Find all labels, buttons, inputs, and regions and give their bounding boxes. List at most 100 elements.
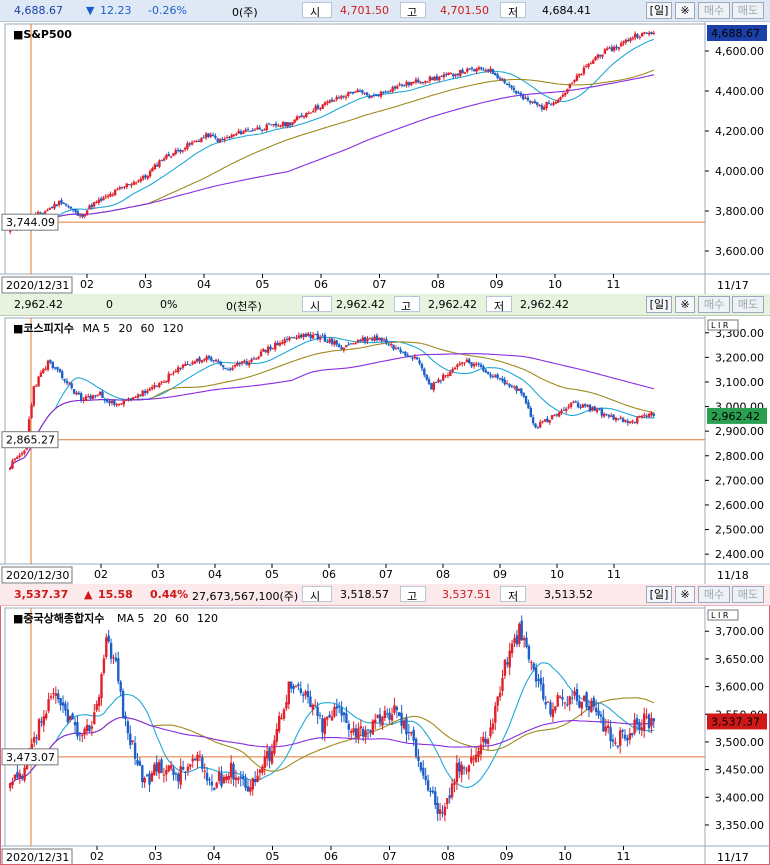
candle-body xyxy=(287,681,290,705)
ma20-line xyxy=(9,38,654,231)
period-daily-button[interactable]: [일] xyxy=(646,2,672,19)
candle-body xyxy=(374,719,377,724)
candle-body xyxy=(55,204,58,206)
candle-body xyxy=(498,692,502,698)
end-date-label: 11/18 xyxy=(717,569,749,582)
candle-body xyxy=(132,182,135,185)
sell-button[interactable]: 매도 xyxy=(732,296,764,313)
quote-header: 2,962.42 0 0% 0(천주) 시 2,962.42 고 2,962.4… xyxy=(0,294,770,316)
candle-body xyxy=(11,460,14,469)
lir-toggle[interactable] xyxy=(707,319,739,331)
x-tick-label: 06 xyxy=(324,850,338,863)
candle-body xyxy=(9,230,12,232)
candle-body xyxy=(650,32,653,34)
candle-body xyxy=(648,32,651,35)
candle-body xyxy=(167,373,170,382)
candle-body xyxy=(212,360,215,362)
candle-body xyxy=(609,727,612,742)
candle-body xyxy=(244,129,247,132)
candle-body xyxy=(590,700,593,713)
candle-body xyxy=(536,102,539,105)
candle-body xyxy=(517,92,520,94)
candle-body xyxy=(351,92,355,94)
lir-toggle[interactable] xyxy=(707,609,739,621)
candle-body xyxy=(407,82,411,86)
candlestick-chart-sp500[interactable]: 4,600.00 4,400.00 4,200.00 4,000.00 3,800.00… xyxy=(0,22,770,294)
candle-body xyxy=(46,209,49,211)
candle-body xyxy=(503,379,506,385)
sell-button[interactable]: 매도 xyxy=(732,586,764,603)
candle-body xyxy=(599,55,602,57)
candle-body xyxy=(472,758,475,760)
candle-body xyxy=(446,798,449,805)
candle-body xyxy=(153,385,156,388)
candle-body xyxy=(109,193,112,197)
low-label: 저 xyxy=(508,590,519,603)
candle-body xyxy=(515,635,519,645)
candle-body xyxy=(505,83,509,85)
candle-body xyxy=(148,388,151,391)
settings-icon[interactable]: ※ xyxy=(675,586,695,603)
candle-body xyxy=(508,84,511,86)
y-tick-label: 4,000.00 xyxy=(715,165,764,178)
candle-body xyxy=(413,356,416,359)
candle-body xyxy=(633,719,636,734)
candle-body xyxy=(359,339,362,342)
candle-body xyxy=(330,99,334,102)
candle-body xyxy=(274,342,277,350)
candle-body xyxy=(342,347,345,351)
candle-body xyxy=(487,69,490,72)
candlestick-chart-kospi[interactable]: 3,300.003,200.003,100.003,000.002,900.00… xyxy=(0,316,770,584)
candle-body xyxy=(624,419,627,422)
candle-body xyxy=(634,33,637,38)
candle-body xyxy=(9,783,12,789)
sell-button[interactable]: 매도 xyxy=(732,2,764,19)
candle-body xyxy=(297,335,301,339)
candle-body xyxy=(316,706,319,716)
open-label: 시 xyxy=(310,590,321,603)
candle-body xyxy=(251,130,254,131)
candle-body xyxy=(232,764,235,780)
settings-icon[interactable]: ※ xyxy=(675,296,695,313)
candle-body xyxy=(73,722,77,726)
candle-body xyxy=(643,32,646,34)
period-daily-button[interactable]: [일] xyxy=(646,586,672,603)
candle-body xyxy=(131,740,134,742)
settings-icon[interactable]: ※ xyxy=(675,2,695,19)
buy-button[interactable]: 매수 xyxy=(698,296,730,313)
candle-body xyxy=(619,417,622,419)
candle-body xyxy=(390,714,394,721)
candle-body xyxy=(233,364,237,367)
period-daily-button[interactable]: [일] xyxy=(646,296,672,313)
buy-button[interactable]: 매수 xyxy=(698,2,730,19)
candle-body xyxy=(165,770,168,775)
candle-body xyxy=(608,47,611,49)
candle-body xyxy=(518,623,521,644)
x-tick-label: 07 xyxy=(383,850,397,863)
candlestick-chart-shanghai[interactable]: 3,700.003,650.003,600.003,550.003,500.00… xyxy=(0,606,770,864)
candle-body xyxy=(321,335,324,337)
candle-body xyxy=(106,400,109,402)
candle-body xyxy=(569,403,573,407)
candle-body xyxy=(484,738,487,744)
candle-body xyxy=(222,777,226,784)
candle-body xyxy=(35,737,38,739)
candle-body xyxy=(125,183,128,188)
candle-body xyxy=(373,336,376,341)
candle-body xyxy=(335,706,338,709)
candle-body xyxy=(613,46,616,51)
x-tick-label: 05 xyxy=(256,278,270,291)
ma-legend-item: 20 xyxy=(153,612,167,625)
candle-body xyxy=(172,768,175,775)
candle-body xyxy=(330,338,334,344)
candle-body xyxy=(148,773,151,785)
candle-body xyxy=(102,197,105,201)
candle-body xyxy=(363,92,366,94)
candle-body xyxy=(620,43,623,47)
candle-body xyxy=(617,418,620,420)
buy-button[interactable]: 매수 xyxy=(698,586,730,603)
candle-body xyxy=(295,337,298,339)
candle-body xyxy=(100,674,103,699)
plot-area xyxy=(4,317,706,565)
candle-body xyxy=(217,360,220,363)
